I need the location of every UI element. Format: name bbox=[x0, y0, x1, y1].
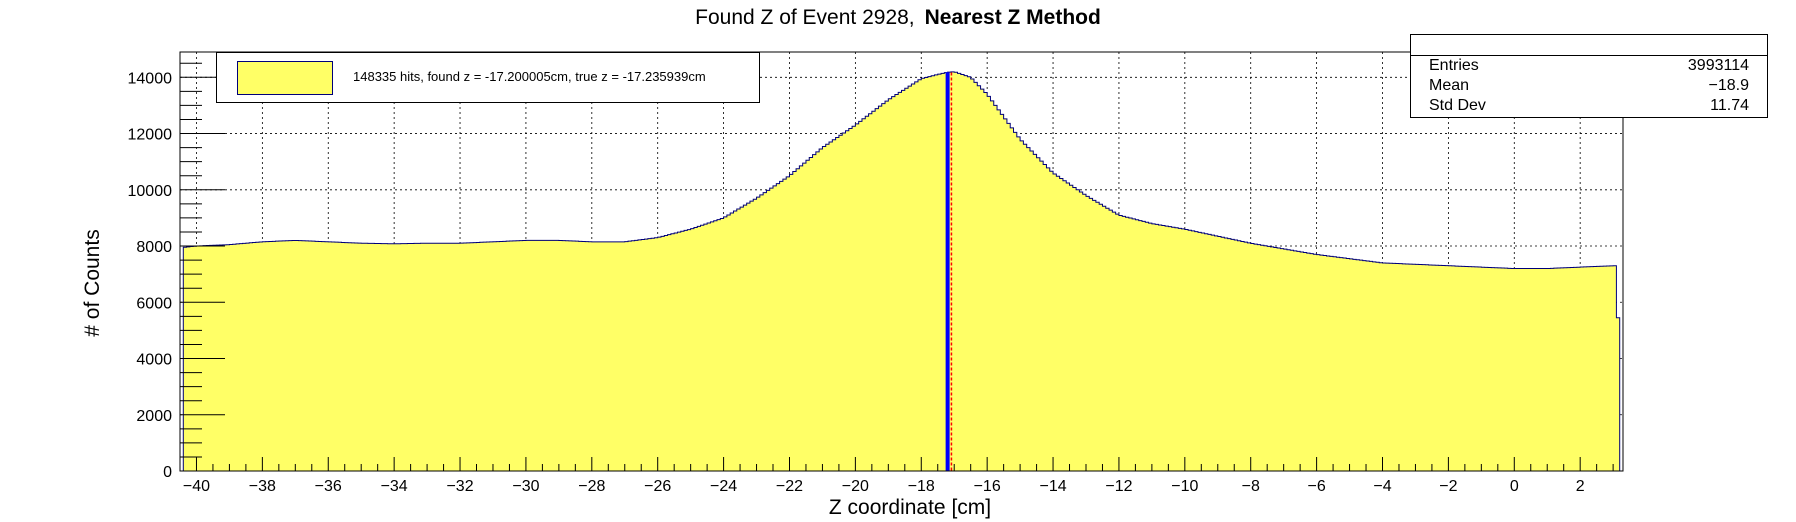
legend-label: 148335 hits, found z = -17.200005cm, tru… bbox=[353, 69, 706, 84]
x-tick-label: −4 bbox=[1373, 478, 1391, 495]
y-axis-label: # of Counts bbox=[81, 229, 104, 336]
x-tick-label: −34 bbox=[381, 478, 408, 495]
histogram-area bbox=[182, 71, 1621, 472]
x-tick-label: −32 bbox=[446, 478, 473, 495]
stats-row-stddev: Std Dev 11.74 bbox=[1429, 97, 1749, 117]
x-tick-label: −8 bbox=[1242, 478, 1260, 495]
x-tick-label: −10 bbox=[1171, 478, 1198, 495]
stats-value: 11.74 bbox=[1710, 97, 1749, 114]
chart-title-main: Found Z of Event 2928, bbox=[695, 6, 915, 29]
x-tick-label: 2 bbox=[1576, 478, 1585, 495]
stats-key: Std Dev bbox=[1429, 97, 1486, 114]
y-tick-label: 10000 bbox=[128, 183, 173, 200]
x-tick-label: −2 bbox=[1439, 478, 1457, 495]
x-axis-ticks: −40 −38 −36 −34 −32 −30 −28 −26 −24 −22 −20 −18 −16−… bbox=[179, 457, 1614, 495]
x-tick-label: −36 bbox=[315, 478, 342, 495]
x-tick-label: −30 bbox=[512, 478, 539, 495]
x-tick-label: 0 bbox=[1510, 478, 1519, 495]
x-tick-label: −6 bbox=[1307, 478, 1325, 495]
y-tick-label: 0 bbox=[163, 464, 172, 481]
stats-row-entries: Entries 3993114 bbox=[1429, 57, 1749, 77]
y-tick-label: 6000 bbox=[136, 295, 172, 312]
stats-value: −18.9 bbox=[1708, 77, 1749, 94]
stats-key: Mean bbox=[1429, 77, 1470, 94]
x-tick-label: −22 bbox=[776, 478, 803, 495]
x-tick-label: −16 bbox=[974, 478, 1001, 495]
y-axis-ticks: 0 2000 4000 6000 8000 10000 12000 14000 bbox=[128, 62, 225, 481]
x-axis-label: Z coordinate [cm] bbox=[829, 496, 991, 519]
y-tick-label: 12000 bbox=[128, 127, 173, 144]
stats-box: Entries 3993114 Mean −18.9 Std Dev 11.74 bbox=[1410, 34, 1768, 118]
x-tick-label: −24 bbox=[710, 478, 737, 495]
stats-key: Entries bbox=[1429, 57, 1479, 74]
chart-title-method: Nearest Z Method bbox=[924, 6, 1101, 29]
x-tick-label: −40 bbox=[183, 478, 210, 495]
stats-value: 3993114 bbox=[1687, 57, 1749, 74]
stats-divider bbox=[1411, 55, 1767, 56]
x-tick-label: −38 bbox=[249, 478, 276, 495]
stats-row-mean: Mean −18.9 bbox=[1429, 77, 1749, 97]
legend: 148335 hits, found z = -17.200005cm, tru… bbox=[216, 52, 760, 103]
plot-frame bbox=[179, 51, 1624, 472]
x-tick-label: −28 bbox=[578, 478, 605, 495]
x-tick-label: −14 bbox=[1039, 478, 1066, 495]
y-tick-label: 2000 bbox=[136, 408, 172, 425]
chart-title: Found Z of Event 2928, Nearest Z Method bbox=[0, 6, 1796, 30]
y-tick-label: 4000 bbox=[136, 352, 172, 369]
legend-swatch bbox=[237, 61, 333, 95]
y-tick-label: 8000 bbox=[136, 239, 172, 256]
y-tick-label: 14000 bbox=[128, 70, 173, 87]
x-tick-label: −12 bbox=[1105, 478, 1132, 495]
x-tick-label: −20 bbox=[842, 478, 869, 495]
x-tick-label: −26 bbox=[644, 478, 671, 495]
x-tick-label: −18 bbox=[908, 478, 935, 495]
